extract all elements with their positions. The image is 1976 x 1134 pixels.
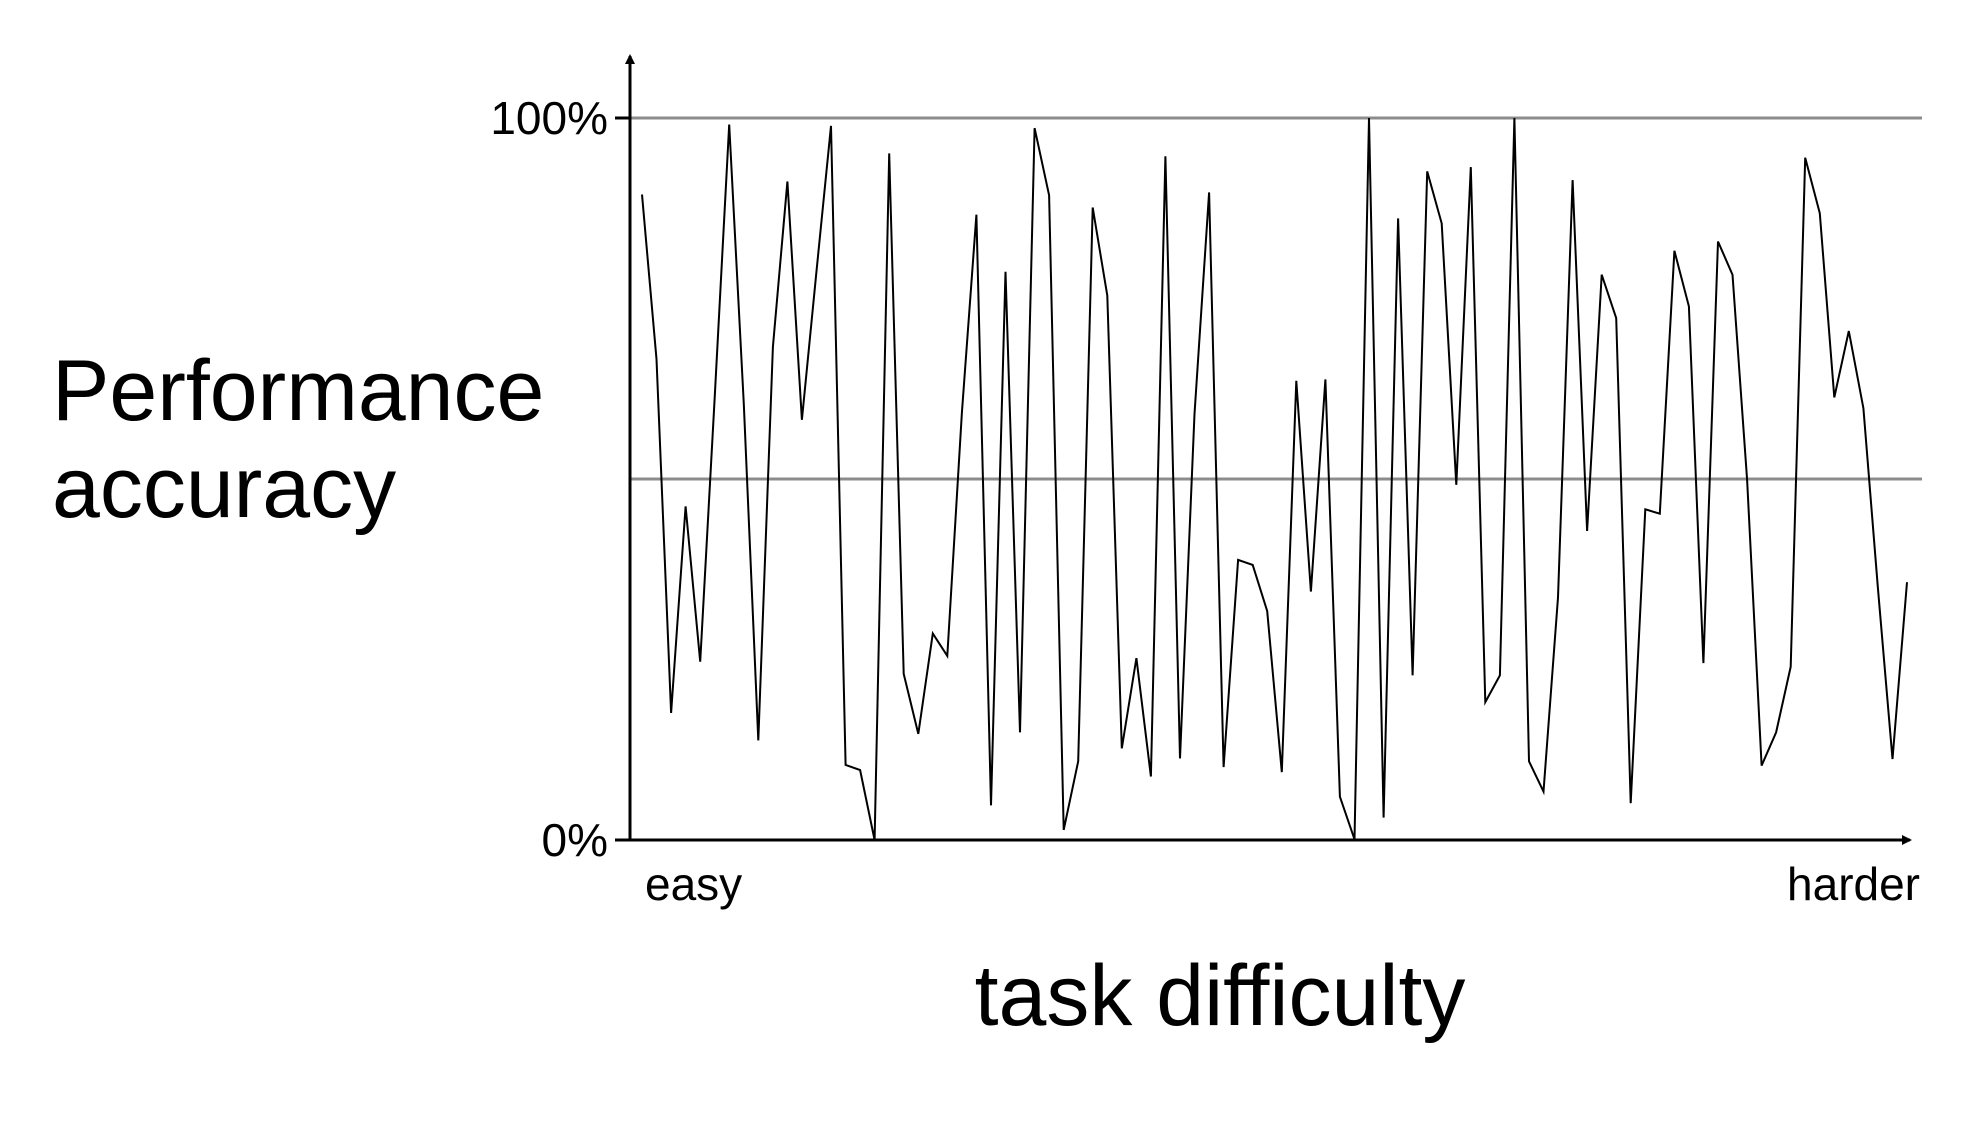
data-point-53 (1412, 674, 1414, 676)
data-point-9 (772, 346, 774, 348)
y-tick-label-1: 100% (490, 92, 608, 144)
data-point-22 (961, 412, 963, 414)
data-point-87 (1906, 581, 1908, 583)
data-point-83 (1848, 330, 1850, 332)
data-point-66 (1601, 274, 1603, 276)
data-point-65 (1586, 530, 1588, 532)
data-point-54 (1426, 170, 1428, 172)
data-point-14 (845, 764, 847, 766)
data-point-11 (801, 419, 803, 421)
data-point-13 (830, 125, 832, 127)
data-point-70 (1659, 513, 1661, 515)
data-point-59 (1499, 674, 1501, 676)
data-point-45 (1295, 380, 1297, 382)
data-point-19 (917, 733, 919, 735)
y-axis-ticks: 0% 100% (490, 92, 630, 866)
y-axis-label-line-1: Performance (52, 343, 544, 439)
data-point-85 (1877, 587, 1879, 589)
data-point-35 (1150, 776, 1152, 778)
data-point-51 (1383, 817, 1385, 819)
data-point-36 (1164, 155, 1166, 157)
x-end-label: harder (1787, 858, 1920, 910)
data-point-29 (1063, 829, 1065, 831)
data-point-86 (1892, 758, 1894, 760)
data-point-4 (699, 661, 701, 663)
data-point-43 (1266, 610, 1268, 612)
data-point-57 (1470, 166, 1472, 168)
data-point-21 (946, 655, 948, 657)
data-point-8 (757, 739, 759, 741)
data-point-10 (786, 181, 788, 183)
data-point-41 (1237, 559, 1239, 561)
data-point-16 (874, 839, 876, 841)
data-point-61 (1528, 760, 1530, 762)
data-point-62 (1543, 791, 1545, 793)
data-point-38 (1194, 413, 1196, 415)
data-point-30 (1077, 760, 1079, 762)
y-tick-label-0: 0% (542, 814, 608, 866)
y-axis-label-line-2: accuracy (52, 440, 396, 536)
data-point-76 (1746, 479, 1748, 481)
data-point-0 (641, 194, 643, 196)
data-point-60 (1513, 117, 1515, 119)
data-point-33 (1121, 747, 1123, 749)
data-point-23 (975, 214, 977, 216)
data-point-42 (1252, 564, 1254, 566)
data-point-48 (1339, 796, 1341, 798)
data-point-52 (1397, 217, 1399, 219)
data-point-78 (1775, 731, 1777, 733)
data-point-74 (1717, 241, 1719, 243)
data-point-58 (1484, 701, 1486, 703)
data-point-82 (1833, 396, 1835, 398)
data-point-7 (743, 403, 745, 405)
data-point-49 (1354, 838, 1356, 840)
data-point-84 (1862, 407, 1864, 409)
data-point-6 (728, 124, 730, 126)
data-point-18 (903, 673, 905, 675)
data-point-37 (1179, 757, 1181, 759)
data-point-34 (1135, 657, 1137, 659)
data-point-26 (1019, 731, 1021, 733)
data-point-50 (1368, 117, 1370, 119)
data-point-71 (1673, 250, 1675, 252)
data-point-44 (1281, 771, 1283, 773)
data-point-81 (1819, 212, 1821, 214)
data-point-46 (1310, 591, 1312, 593)
data-point-1 (656, 358, 658, 360)
data-point-15 (859, 769, 861, 771)
data-point-32 (1106, 295, 1108, 297)
data-point-80 (1804, 157, 1806, 159)
data-point-28 (1048, 194, 1050, 196)
data-point-24 (990, 804, 992, 806)
data-point-39 (1208, 191, 1210, 193)
data-point-64 (1572, 179, 1574, 181)
data-point-17 (888, 152, 890, 154)
data-point-72 (1688, 305, 1690, 307)
gridlines (630, 118, 1922, 479)
data-point-31 (1092, 207, 1094, 209)
data-point-40 (1223, 766, 1225, 768)
data-point-73 (1702, 662, 1704, 664)
data-point-55 (1441, 222, 1443, 224)
data-point-25 (1005, 271, 1007, 273)
data-point-56 (1455, 484, 1457, 486)
data-point-68 (1630, 802, 1632, 804)
x-start-label: easy (645, 858, 742, 910)
data-point-77 (1761, 765, 1763, 767)
data-point-20 (932, 633, 934, 635)
data-point-27 (1034, 127, 1036, 129)
data-point-47 (1324, 378, 1326, 380)
data-point-2 (670, 712, 672, 714)
data-point-63 (1557, 596, 1559, 598)
data-point-75 (1732, 274, 1734, 276)
data-point-69 (1644, 508, 1646, 510)
data-point-3 (685, 505, 687, 507)
data-point-12 (816, 270, 818, 272)
data-point-67 (1615, 317, 1617, 319)
data-point-79 (1790, 666, 1792, 668)
x-axis-label: task difficulty (975, 948, 1466, 1044)
data-point-5 (714, 396, 716, 398)
